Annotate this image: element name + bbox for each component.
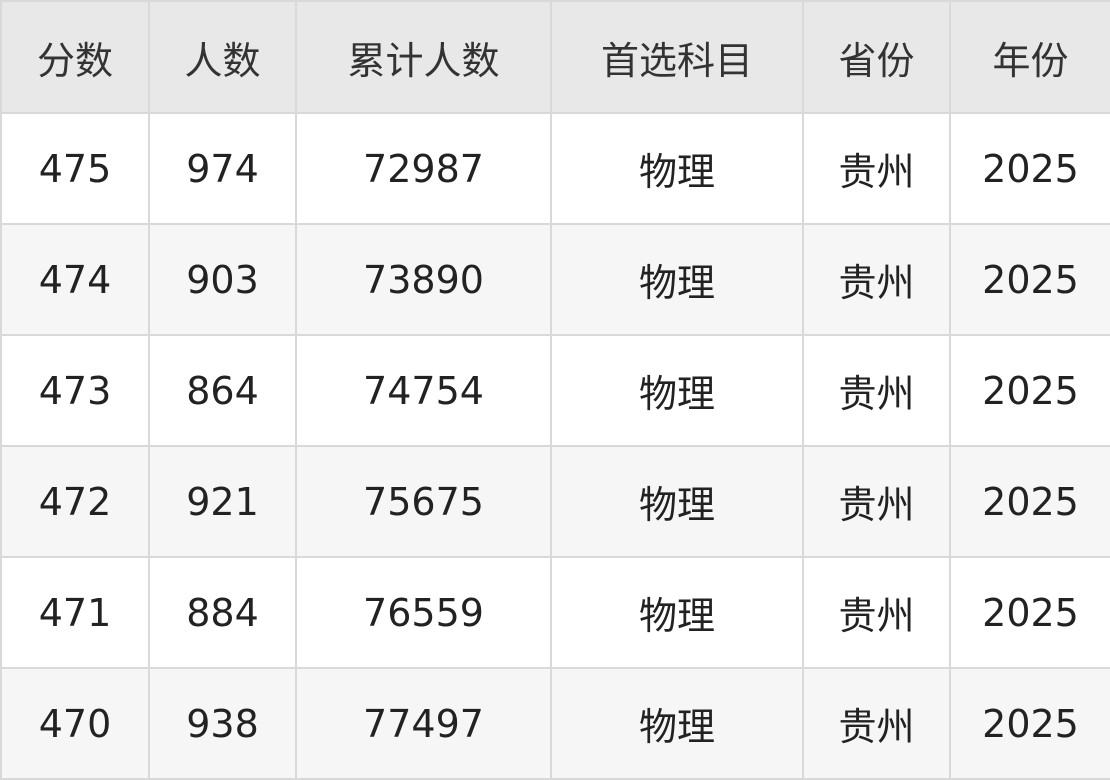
table-cell: 2025	[949, 223, 1110, 336]
table-cell: 物理	[550, 667, 804, 780]
table-cell: 921	[148, 445, 297, 558]
table-cell: 贵州	[802, 223, 951, 336]
table-cell: 884	[148, 556, 297, 669]
header-cell: 年份	[949, 0, 1110, 114]
table-cell: 472	[0, 445, 150, 558]
table-cell: 贵州	[802, 556, 951, 669]
table-row: 472 921 75675 物理 贵州 2025	[0, 445, 1110, 558]
table-header: 分数 人数 累计人数 首选科目 省份 年份	[0, 0, 1110, 114]
table-cell: 938	[148, 667, 297, 780]
table-cell: 73890	[295, 223, 552, 336]
header-cell: 人数	[148, 0, 297, 114]
table-cell: 470	[0, 667, 150, 780]
table-cell: 74754	[295, 334, 552, 447]
table-cell: 贵州	[802, 445, 951, 558]
table-row: 475 974 72987 物理 贵州 2025	[0, 112, 1110, 225]
table-cell: 471	[0, 556, 150, 669]
table-cell: 物理	[550, 223, 804, 336]
table-cell: 974	[148, 112, 297, 225]
header-row: 分数 人数 累计人数 首选科目 省份 年份	[0, 0, 1110, 114]
table-cell: 76559	[295, 556, 552, 669]
table-row: 471 884 76559 物理 贵州 2025	[0, 556, 1110, 669]
table-cell: 2025	[949, 334, 1110, 447]
table-cell: 贵州	[802, 112, 951, 225]
table-cell: 903	[148, 223, 297, 336]
table-cell: 2025	[949, 556, 1110, 669]
table-cell: 72987	[295, 112, 552, 225]
header-cell: 累计人数	[295, 0, 552, 114]
table-cell: 物理	[550, 445, 804, 558]
table-row: 470 938 77497 物理 贵州 2025	[0, 667, 1110, 780]
table-cell: 贵州	[802, 667, 951, 780]
table-cell: 475	[0, 112, 150, 225]
header-cell: 分数	[0, 0, 150, 114]
table-cell: 474	[0, 223, 150, 336]
table-cell: 75675	[295, 445, 552, 558]
table-row: 473 864 74754 物理 贵州 2025	[0, 334, 1110, 447]
table-cell: 2025	[949, 667, 1110, 780]
table-cell: 473	[0, 334, 150, 447]
table-cell: 2025	[949, 112, 1110, 225]
table-cell: 864	[148, 334, 297, 447]
table-row: 474 903 73890 物理 贵州 2025	[0, 223, 1110, 336]
table-cell: 贵州	[802, 334, 951, 447]
header-cell: 省份	[802, 0, 951, 114]
table-body: 475 974 72987 物理 贵州 2025 474 903 73890 物理 贵州 2025 47…	[0, 112, 1110, 780]
table-cell: 77497	[295, 667, 552, 780]
table-cell: 物理	[550, 334, 804, 447]
header-cell: 首选科目	[550, 0, 804, 114]
table-cell: 物理	[550, 112, 804, 225]
table-cell: 2025	[949, 445, 1110, 558]
table-cell: 物理	[550, 556, 804, 669]
